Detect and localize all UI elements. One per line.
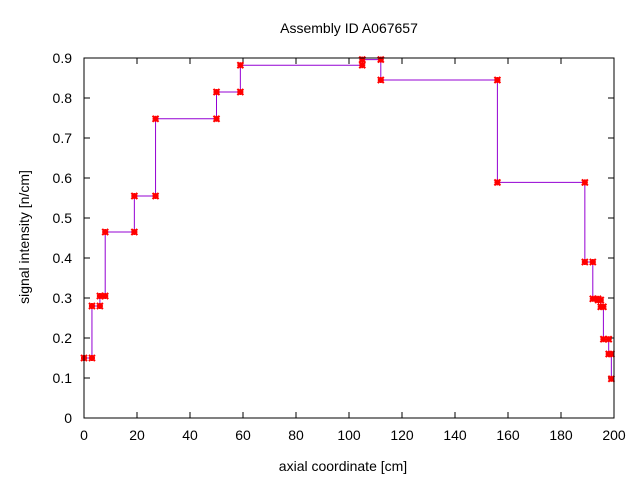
y-tick-label: 0.4 — [53, 250, 73, 266]
data-point — [101, 228, 109, 236]
plot-frame — [83, 57, 615, 419]
y-tick-label: 0.9 — [53, 50, 73, 66]
x-tick-label: 180 — [549, 427, 573, 443]
data-point — [236, 88, 245, 96]
x-tick-label: 100 — [337, 427, 361, 443]
data-point — [607, 350, 616, 358]
data-point — [493, 76, 502, 84]
x-tick-label: 0 — [80, 427, 88, 443]
data-point — [377, 76, 385, 84]
tick-labels: 0 20 40 60 80 100 120 140 160 180 200 0 0.1 0.2 0.3 0.4… — [53, 50, 626, 443]
data-point — [607, 375, 616, 383]
x-tick-label: 60 — [235, 427, 251, 443]
data-point — [581, 258, 589, 266]
data-point — [130, 228, 139, 236]
x-tick-label: 140 — [443, 427, 467, 443]
y-tick-label: 0.6 — [53, 170, 73, 186]
y-axis-title: signal intensity [n/cm] — [16, 170, 32, 304]
y-tick-label: 0.1 — [53, 370, 73, 386]
y-tick-label: 0.2 — [53, 330, 73, 346]
data-point — [581, 178, 589, 187]
data-point — [599, 303, 608, 311]
y-tick-label: 0.7 — [53, 130, 73, 146]
chart-title: Assembly ID A067657 — [280, 20, 418, 36]
data-point — [151, 115, 160, 123]
x-tick-label: 20 — [129, 427, 145, 443]
data-point — [589, 258, 597, 266]
data-point — [493, 178, 502, 187]
data-point — [212, 115, 221, 123]
data-point — [212, 88, 221, 96]
data-point — [101, 292, 109, 300]
y-tick-label: 0.3 — [53, 290, 73, 306]
x-axis-title: axial coordinate [cm] — [279, 458, 407, 474]
data-point — [130, 192, 139, 200]
y-tick-label: 0.5 — [53, 210, 73, 226]
x-tick-label: 80 — [288, 427, 304, 443]
data-point — [358, 61, 366, 69]
x-tick-label: 160 — [496, 427, 520, 443]
x-tick-label: 200 — [602, 427, 626, 443]
data-point — [604, 335, 613, 343]
data-point — [88, 302, 96, 310]
data-point — [96, 302, 104, 310]
y-tick-label: 0.8 — [53, 90, 73, 106]
axis-ticks — [83, 57, 615, 419]
series-line — [84, 59, 612, 379]
data-point — [88, 354, 96, 362]
x-tick-label: 40 — [182, 427, 198, 443]
data-point — [236, 61, 245, 69]
y-tick-label: 0 — [64, 410, 72, 426]
series-layer — [80, 55, 616, 383]
x-tick-label: 120 — [390, 427, 414, 443]
data-point — [151, 192, 160, 200]
data-point — [597, 296, 605, 304]
